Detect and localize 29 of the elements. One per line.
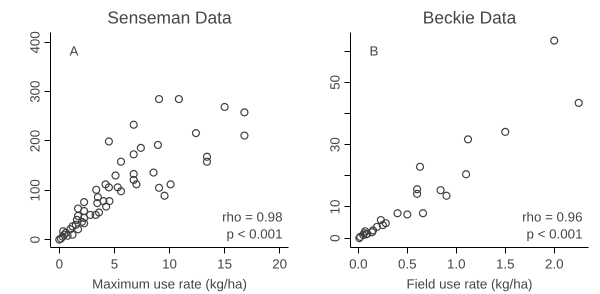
y-tick-label: 400 — [28, 31, 42, 54]
annotation: A — [70, 43, 79, 58]
x-tick-label: 15 — [217, 256, 232, 272]
x-tick-label: 20 — [272, 256, 288, 272]
y-tick-label: 10 — [328, 200, 342, 214]
x-axis-title: Field use rate (kg/ha) — [406, 276, 532, 292]
y-tick-label: 0 — [28, 236, 42, 244]
x-tick-label: 0.5 — [398, 256, 417, 272]
y-tick-label: 50 — [328, 74, 342, 90]
annotation: p < 0.001 — [226, 226, 283, 242]
y-tick-label: 30 — [328, 137, 342, 152]
x-tick-label: 1.0 — [447, 256, 466, 272]
x-axis-title: Maximum use rate (kg/ha) — [92, 276, 247, 292]
y-tick-label: 0 — [328, 234, 342, 242]
x-tick-label: 10 — [162, 256, 177, 272]
x-tick-label: 0 — [56, 256, 64, 272]
y-tick-label: 200 — [28, 130, 42, 152]
annotation: rho = 0.98 — [222, 210, 283, 224]
x-tick-label: 2.0 — [544, 256, 564, 272]
x-tick-label: 1.5 — [496, 256, 515, 272]
chart-title: Beckie Data — [422, 8, 517, 28]
annotation: p < 0.001 — [526, 226, 583, 242]
annotation: rho = 0.96 — [522, 210, 583, 224]
y-tick-label: 100 — [28, 179, 42, 202]
annotation: B — [370, 43, 379, 58]
x-tick-label: 5 — [110, 256, 118, 272]
y-tick-label: 300 — [28, 80, 42, 103]
x-tick-label: 0.0 — [349, 256, 368, 272]
chart-title: Senseman Data — [107, 8, 232, 28]
